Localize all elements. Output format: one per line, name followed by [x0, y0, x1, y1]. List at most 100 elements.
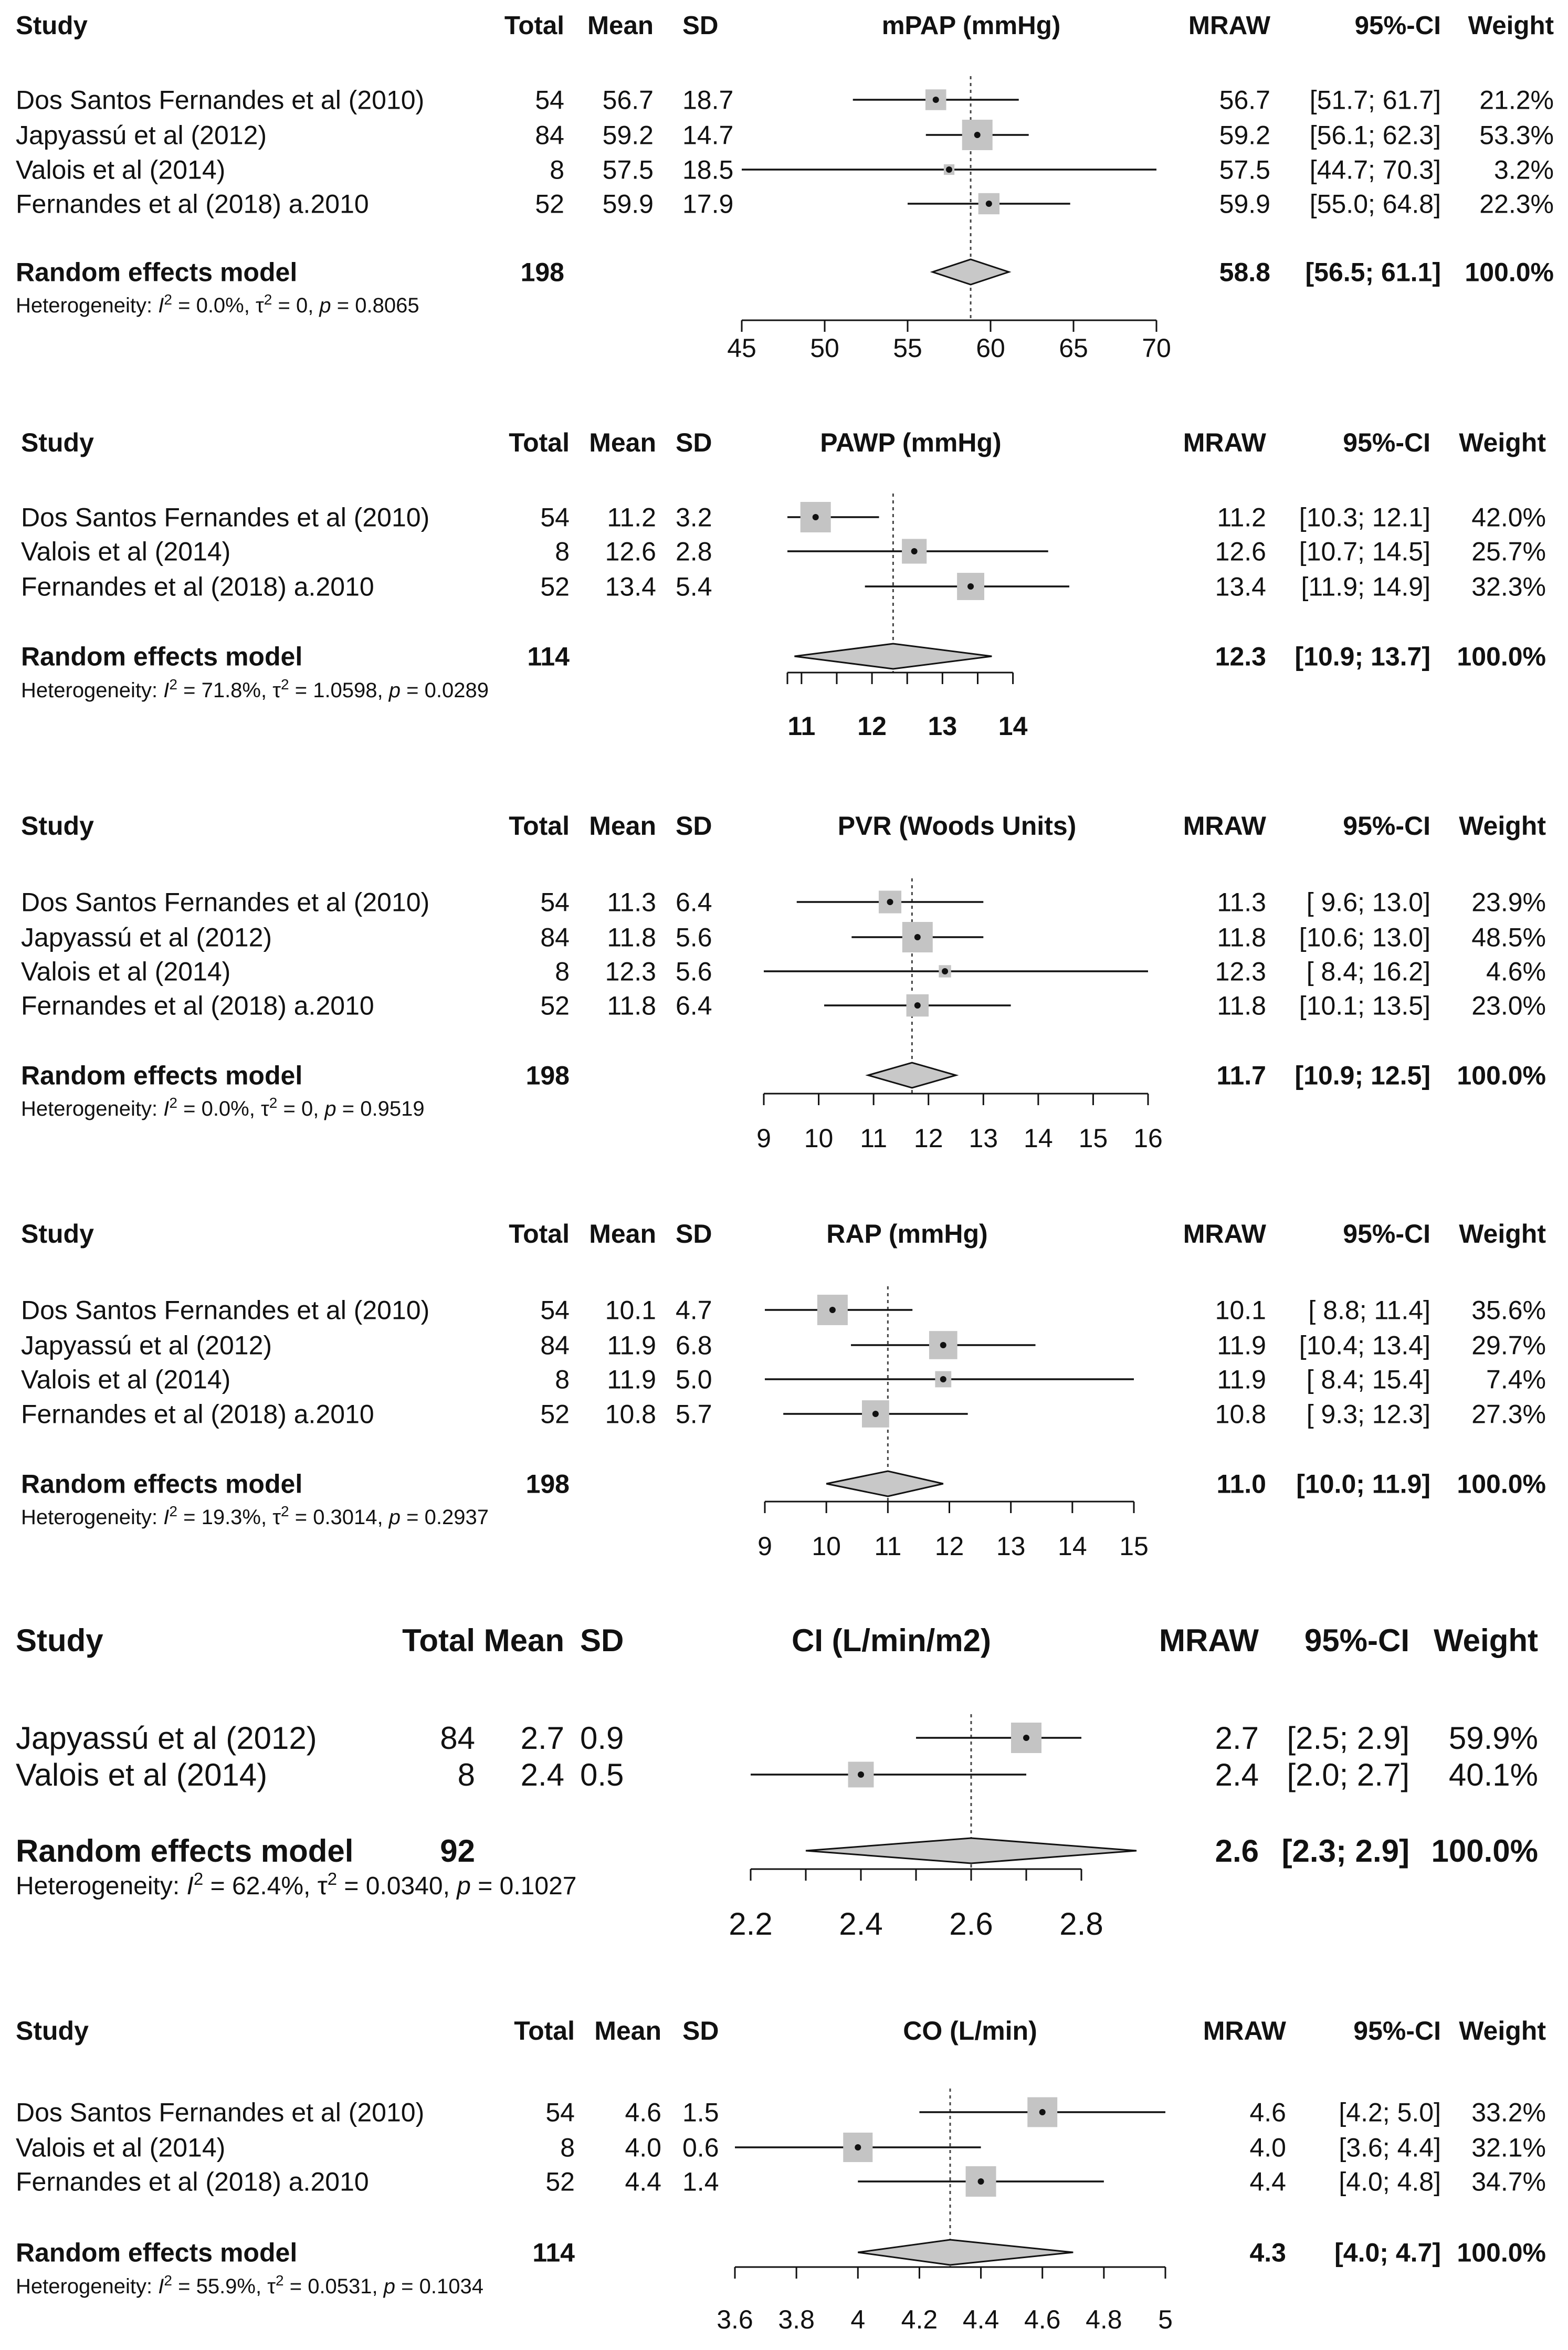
study-ci: [3.6; 4.4]	[1339, 2133, 1441, 2163]
column-header-mraw: MRAW	[1183, 428, 1267, 457]
study-total: 84	[440, 1720, 475, 1756]
study-mean: 12.6	[605, 537, 656, 566]
study-point-estimate	[855, 2144, 861, 2150]
pooled-label: Random effects model	[16, 258, 297, 287]
heterogeneity-text: Heterogeneity: I2 = 19.3%, τ2 = 0.3014, …	[21, 1503, 489, 1529]
column-header-total: Total	[509, 811, 570, 841]
heterogeneity-part: = 0.1027	[471, 1872, 577, 1900]
study-total: 52	[545, 2167, 575, 2197]
study-point-estimate	[940, 1376, 946, 1382]
x-axis-tick-label: 4.4	[963, 2305, 999, 2334]
study-point-estimate	[940, 1342, 946, 1348]
study-name: Valois et al (2014)	[16, 1757, 267, 1792]
x-axis-tick-label: 3.6	[717, 2305, 753, 2334]
column-header-study: Study	[21, 428, 94, 457]
column-header-ci: 95%-CI	[1355, 11, 1441, 40]
x-axis-tick-label: 13	[969, 1124, 998, 1153]
heterogeneity-part: = 0.3014,	[289, 1506, 389, 1529]
study-ci: [10.1; 13.5]	[1299, 991, 1430, 1021]
x-axis-tick-label: 11	[874, 1531, 901, 1561]
study-name: Dos Santos Fernandes et al (2010)	[21, 1296, 429, 1325]
pooled-mraw: 4.3	[1249, 2238, 1286, 2268]
heterogeneity-part: I	[158, 294, 164, 317]
study-point-estimate	[812, 514, 819, 520]
study-name: Valois et al (2014)	[21, 1365, 230, 1394]
study-mean: 56.7	[603, 86, 654, 115]
study-mean: 11.9	[607, 1331, 656, 1360]
study-point-estimate	[829, 1307, 836, 1313]
study-ci: [51.7; 61.7]	[1310, 86, 1441, 115]
study-total: 8	[550, 155, 564, 185]
heterogeneity-part: = 0.0531,	[284, 2275, 384, 2298]
forest-plot-panel: Study Total Mean SD PVR (Woods Units) MRAW 95%…	[21, 811, 1546, 1153]
study-total: 8	[560, 2133, 575, 2163]
heterogeneity-text: Heterogeneity: I2 = 0.0%, τ2 = 0, p = 0.…	[16, 291, 419, 318]
heterogeneity-part: Heterogeneity:	[16, 1872, 187, 1900]
heterogeneity-part: p	[388, 1506, 401, 1529]
column-header-study: Study	[16, 11, 88, 40]
heterogeneity-text: Heterogeneity: I2 = 62.4%, τ2 = 0.0340, …	[16, 1869, 576, 1901]
x-axis-tick-label: 13	[928, 711, 957, 741]
study-sd: 5.7	[676, 1400, 712, 1429]
study-name: Japyassú et al (2012)	[21, 1331, 272, 1360]
heterogeneity-part: 2	[169, 676, 177, 693]
study-weight: 33.2%	[1471, 2098, 1546, 2127]
study-ci: [10.6; 13.0]	[1299, 923, 1430, 952]
study-mraw: 4.4	[1249, 2167, 1286, 2197]
study-name: Valois et al (2014)	[16, 155, 225, 185]
x-axis-tick-label: 9	[756, 1124, 771, 1153]
study-mraw: 10.8	[1215, 1400, 1266, 1429]
study-weight: 23.9%	[1471, 888, 1546, 917]
study-ci: [44.7; 70.3]	[1310, 155, 1441, 185]
heterogeneity-part: p	[319, 294, 331, 317]
study-sd: 1.4	[682, 2167, 719, 2197]
x-axis-tick-label: 4.8	[1086, 2305, 1122, 2334]
study-point-estimate	[942, 968, 949, 974]
column-header-ci: 95%-CI	[1343, 428, 1430, 457]
study-weight: 7.4%	[1486, 1365, 1546, 1394]
x-axis-tick-label: 9	[757, 1531, 772, 1561]
study-point-estimate	[974, 132, 981, 138]
heterogeneity-part: I	[163, 1506, 169, 1529]
heterogeneity-part: τ	[261, 1097, 269, 1120]
column-header-mean: Mean	[589, 428, 656, 457]
study-ci: [4.2; 5.0]	[1339, 2098, 1441, 2127]
column-header-sd: SD	[676, 1219, 712, 1249]
heterogeneity-part: 2	[164, 291, 172, 308]
column-header-mraw: MRAW	[1159, 1623, 1259, 1658]
heterogeneity-part: 2	[194, 1869, 203, 1889]
study-ci: [ 8.4; 16.2]	[1307, 957, 1430, 987]
study-mraw: 59.2	[1219, 121, 1270, 150]
x-axis-tick-label: 11	[860, 1124, 887, 1153]
panel-title: CO (L/min)	[903, 2016, 1037, 2045]
study-mean: 11.2	[607, 503, 656, 532]
panel-title: mPAP (mmHg)	[882, 11, 1061, 40]
study-mraw: 56.7	[1219, 86, 1270, 115]
study-sd: 6.4	[676, 888, 712, 917]
x-axis-tick-label: 2.2	[729, 1906, 772, 1942]
column-header-ci: 95%-CI	[1343, 811, 1430, 841]
study-weight: 27.3%	[1471, 1400, 1546, 1429]
study-mraw: 13.4	[1215, 572, 1266, 602]
heterogeneity-part: = 0.0340,	[337, 1872, 457, 1900]
study-point-estimate	[887, 899, 893, 905]
pooled-total: 114	[532, 2238, 575, 2268]
heterogeneity-part: 2	[164, 2272, 172, 2289]
heterogeneity-part: I	[163, 1097, 169, 1120]
x-axis-tick-label: 10	[804, 1124, 834, 1153]
study-sd: 5.4	[676, 572, 712, 602]
study-sd: 0.9	[580, 1720, 624, 1756]
x-axis-tick-label: 13	[996, 1531, 1026, 1561]
study-name: Dos Santos Fernandes et al (2010)	[21, 888, 429, 917]
heterogeneity-part: τ	[272, 1506, 281, 1529]
heterogeneity-part: 2	[328, 1869, 337, 1889]
pooled-diamond	[805, 1837, 1137, 1864]
study-point-estimate	[932, 97, 939, 103]
column-header-mean: Mean	[589, 1219, 656, 1249]
study-mean: 11.8	[607, 923, 656, 952]
heterogeneity-part: τ	[267, 2275, 276, 2298]
study-weight: 21.2%	[1479, 86, 1554, 115]
x-axis-tick-label: 14	[1058, 1531, 1087, 1561]
column-header-weight: Weight	[1459, 428, 1546, 457]
study-mean: 11.9	[607, 1365, 656, 1394]
